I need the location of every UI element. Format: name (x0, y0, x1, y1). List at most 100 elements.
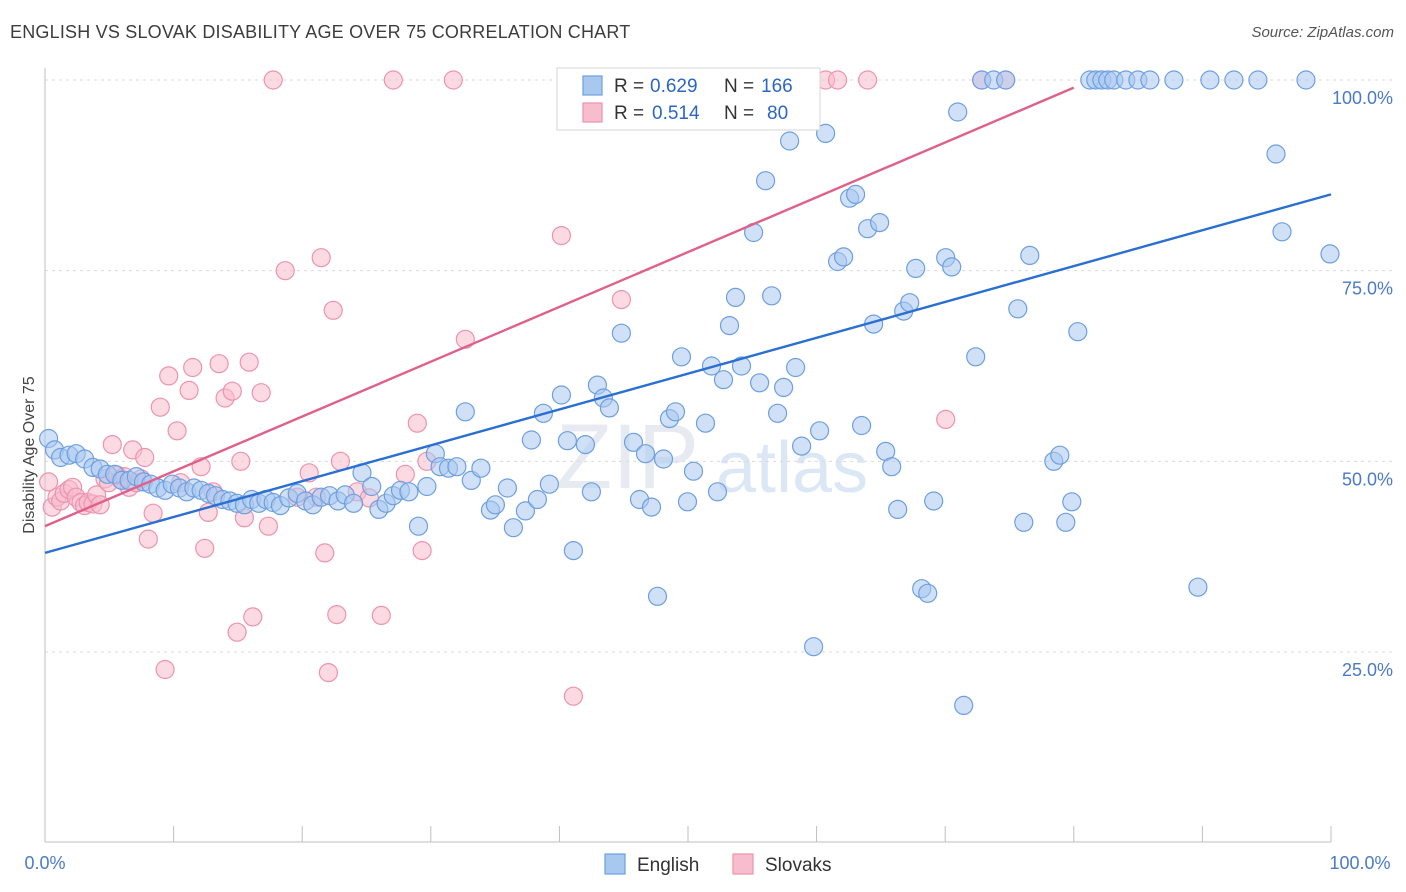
point-english-105 (815, 123, 836, 143)
point-slovaks-49 (275, 261, 295, 281)
point-english-102 (791, 436, 812, 456)
legend-swatch-english (582, 75, 603, 96)
point-english-103 (803, 637, 824, 657)
point-english-135 (1050, 445, 1070, 465)
bottom-legend-label-english: English (637, 855, 699, 876)
point-slovaks-30 (167, 421, 187, 441)
point-slovaks-44 (239, 352, 259, 372)
point-slovaks-62 (383, 70, 403, 90)
point-english-95 (749, 373, 770, 393)
point-slovaks-35 (195, 538, 215, 558)
point-slovaks-53 (311, 248, 331, 268)
legend-swatch-slovaks (582, 102, 603, 123)
trend-lines (44, 86, 1332, 555)
point-english-127 (966, 347, 986, 367)
point-english-41 (344, 493, 364, 513)
trend-line-english (44, 193, 1332, 555)
point-slovaks-46 (251, 383, 271, 403)
point-english-89 (707, 482, 728, 502)
point-slovaks-32 (179, 380, 199, 400)
point-english-100 (779, 131, 800, 151)
watermark-atlas: atlas (716, 428, 868, 508)
point-english-43 (362, 476, 382, 497)
point-english-130 (996, 70, 1016, 90)
point-english-107 (833, 247, 854, 267)
x-tick-label-min: 0.0% (24, 853, 65, 873)
point-slovaks-70 (563, 686, 584, 706)
legend-n-label-english: N = (724, 76, 754, 97)
point-english-146 (1140, 70, 1160, 90)
point-english-124 (942, 257, 962, 277)
point-slovaks-24 (135, 447, 155, 468)
point-slovaks-0 (38, 472, 59, 492)
point-slovaks-64 (407, 413, 427, 433)
stats-legend: R = 0.629 N = 166 R = 0.514 N = 80 (556, 67, 821, 131)
series-slovaks-points (38, 70, 1016, 706)
point-english-86 (683, 461, 704, 481)
point-english-66 (539, 474, 560, 494)
point-english-149 (1200, 70, 1220, 90)
y-axis-title: Disability Age Over 75 (21, 376, 38, 534)
point-english-50 (417, 476, 437, 497)
point-english-115 (882, 457, 902, 477)
point-slovaks-65 (412, 540, 432, 561)
bottom-legend-swatch-english (604, 853, 626, 875)
source-credit: Source: ZipAtlas.com (1251, 24, 1394, 41)
y-tick-label-25: 25.0% (1342, 660, 1393, 680)
point-english-74 (599, 398, 620, 418)
point-english-80 (647, 586, 668, 606)
point-english-48 (399, 482, 419, 502)
point-english-150 (1224, 70, 1244, 90)
series-english-points (38, 70, 1340, 716)
point-slovaks-77 (936, 409, 956, 429)
point-english-59 (485, 495, 505, 515)
series-legend: English Slovaks (604, 853, 832, 876)
point-english-63 (521, 430, 542, 450)
point-slovaks-48 (263, 70, 283, 90)
point-slovaks-69 (551, 226, 572, 246)
point-english-96 (755, 171, 776, 191)
point-english-121 (918, 583, 938, 603)
point-english-125 (948, 102, 968, 122)
x-tick-marks (44, 826, 1332, 842)
point-slovaks-61 (371, 605, 391, 626)
point-english-55 (455, 402, 475, 422)
point-english-136 (1056, 512, 1076, 532)
point-slovaks-29 (159, 366, 179, 386)
point-english-152 (1266, 144, 1286, 164)
point-slovaks-42 (231, 451, 251, 471)
point-slovaks-55 (318, 662, 338, 683)
legend-n-label-slovaks: N = (724, 103, 754, 124)
point-slovaks-67 (443, 70, 463, 90)
point-english-147 (1164, 70, 1184, 90)
point-english-62 (515, 501, 536, 521)
point-english-60 (497, 478, 517, 498)
point-english-93 (731, 356, 752, 376)
point-english-75 (611, 323, 632, 343)
y-tick-label-75: 75.0% (1342, 279, 1393, 299)
point-english-90 (713, 370, 734, 390)
point-slovaks-16 (102, 435, 122, 455)
point-english-155 (1320, 244, 1340, 264)
point-english-154 (1296, 70, 1316, 90)
point-english-70 (575, 435, 596, 455)
point-english-69 (563, 540, 584, 561)
point-english-148 (1188, 577, 1208, 597)
point-english-131 (1008, 299, 1028, 319)
bottom-legend-swatch-slovaks (732, 853, 754, 875)
point-english-109 (845, 184, 866, 204)
point-slovaks-71 (611, 290, 632, 310)
point-english-61 (503, 518, 524, 538)
x-tick-label-max: 100.0% (1329, 853, 1390, 873)
point-slovaks-75 (827, 70, 848, 90)
point-slovaks-38 (209, 354, 229, 374)
point-english-132 (1014, 512, 1034, 532)
point-english-104 (809, 421, 830, 441)
point-slovaks-47 (258, 516, 278, 536)
point-english-67 (551, 385, 572, 405)
legend-r-label-slovaks: R = (614, 103, 644, 124)
point-english-153 (1272, 222, 1292, 242)
legend-r-value-english: 0.629 (650, 76, 698, 97)
point-slovaks-27 (150, 397, 170, 417)
